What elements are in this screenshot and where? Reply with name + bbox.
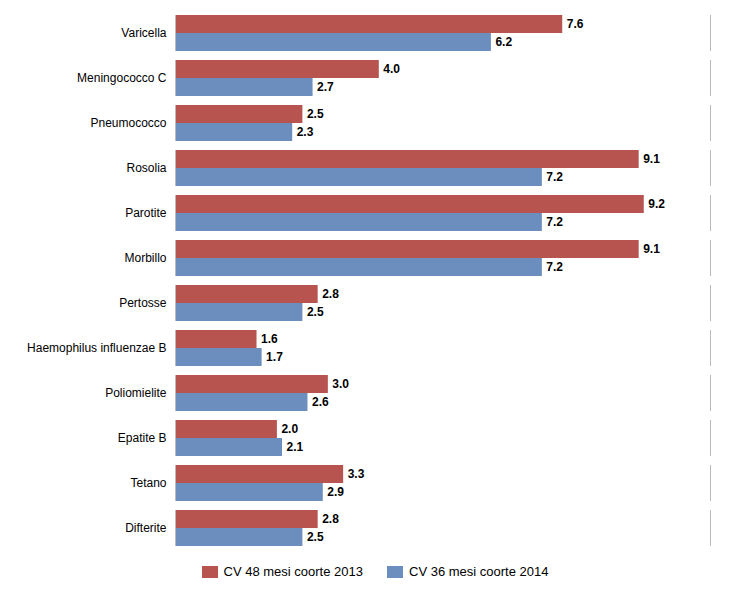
svg-text:9.1: 9.1	[643, 242, 660, 256]
svg-text:Parotite: Parotite	[125, 206, 167, 220]
svg-text:2.0: 2.0	[281, 422, 298, 436]
svg-text:1.6: 1.6	[261, 332, 278, 346]
svg-text:2.5: 2.5	[307, 305, 324, 319]
svg-text:2.8: 2.8	[322, 287, 339, 301]
svg-text:4.0: 4.0	[383, 62, 400, 76]
svg-text:7.6: 7.6	[567, 17, 584, 31]
svg-text:Varicella: Varicella	[121, 26, 166, 40]
svg-text:2.9: 2.9	[327, 485, 344, 499]
svg-text:2.6: 2.6	[312, 395, 329, 409]
svg-text:Haemophilus influenzae B: Haemophilus influenzae B	[27, 341, 166, 355]
svg-text:Pertosse: Pertosse	[119, 296, 167, 310]
svg-text:9.2: 9.2	[648, 197, 665, 211]
svg-text:6.2: 6.2	[495, 35, 512, 49]
svg-text:2.5: 2.5	[307, 107, 324, 121]
svg-text:Epatite B: Epatite B	[118, 431, 167, 445]
svg-text:Difterite: Difterite	[125, 521, 167, 535]
svg-text:1.7: 1.7	[266, 350, 283, 364]
svg-text:7.2: 7.2	[546, 260, 563, 274]
svg-text:Meningococco C: Meningococco C	[77, 71, 167, 85]
svg-text:2.5: 2.5	[307, 530, 324, 544]
html-text:CV 48 mesi coorte 2013: CV 48 mesi coorte 2013	[223, 564, 363, 579]
svg-text:Pneumococco: Pneumococco	[90, 116, 166, 130]
svg-text:Morbillo: Morbillo	[124, 251, 166, 265]
svg-text:2.8: 2.8	[322, 512, 339, 526]
svg-text:3.3: 3.3	[348, 467, 365, 481]
svg-text:7.2: 7.2	[546, 215, 563, 229]
svg-text:9.1: 9.1	[643, 152, 660, 166]
svg-text:2.1: 2.1	[287, 440, 304, 454]
svg-text:7.2: 7.2	[546, 170, 563, 184]
html-text:CV 36 mesi coorte 2014: CV 36 mesi coorte 2014	[409, 564, 549, 579]
svg-text:Poliomielite: Poliomielite	[105, 386, 167, 400]
svg-text:2.7: 2.7	[317, 80, 334, 94]
svg-text:Tetano: Tetano	[130, 476, 166, 490]
svg-text:Rosolia: Rosolia	[126, 161, 166, 175]
svg-text:3.0: 3.0	[332, 377, 349, 391]
svg-text:2.3: 2.3	[297, 125, 314, 139]
